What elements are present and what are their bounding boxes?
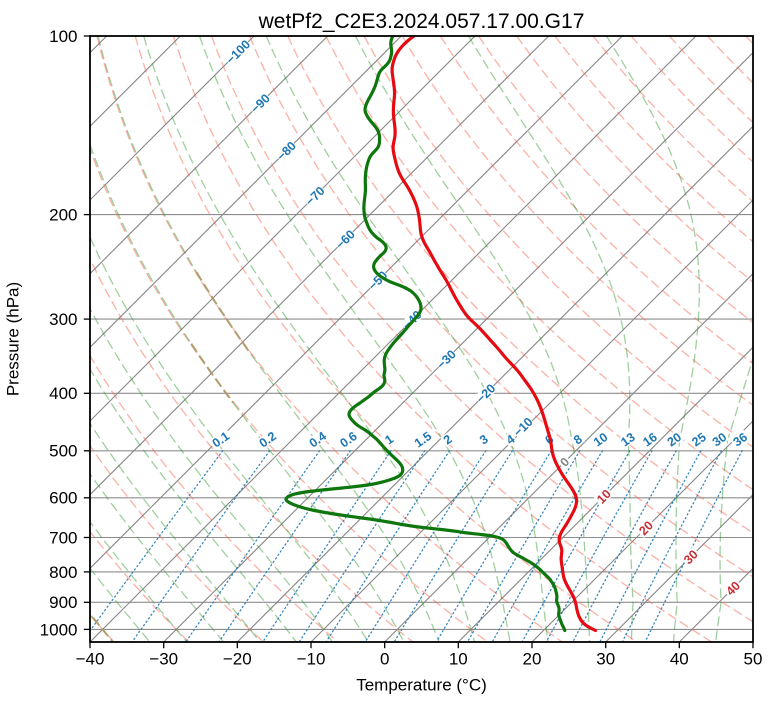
svg-text:−20: −20 (223, 650, 252, 669)
svg-text:900: 900 (49, 593, 77, 612)
svg-text:36: 36 (731, 430, 750, 449)
svg-text:Temperature (°C): Temperature (°C) (356, 676, 487, 695)
svg-text:10: 10 (449, 650, 468, 669)
svg-text:wetPf2_C2E3.2024.057.17.00.G17: wetPf2_C2E3.2024.057.17.00.G17 (258, 10, 585, 33)
svg-text:−30: −30 (149, 650, 178, 669)
svg-text:25: 25 (689, 430, 708, 449)
svg-text:16: 16 (640, 430, 659, 449)
svg-text:600: 600 (49, 489, 77, 508)
svg-text:30: 30 (596, 650, 615, 669)
svg-text:100: 100 (49, 27, 77, 46)
svg-text:200: 200 (49, 206, 77, 225)
svg-text:400: 400 (49, 384, 77, 403)
svg-text:20: 20 (523, 650, 542, 669)
svg-text:700: 700 (49, 528, 77, 547)
svg-text:30: 30 (710, 430, 729, 449)
svg-text:10: 10 (591, 430, 610, 449)
svg-text:40: 40 (670, 650, 689, 669)
svg-text:1000: 1000 (40, 620, 78, 639)
svg-text:50: 50 (744, 650, 763, 669)
svg-text:−10: −10 (297, 650, 326, 669)
svg-text:800: 800 (49, 563, 77, 582)
svg-text:Pressure (hPa): Pressure (hPa) (4, 282, 23, 396)
svg-text:300: 300 (49, 310, 77, 329)
svg-text:500: 500 (49, 442, 77, 461)
svg-text:0: 0 (380, 650, 389, 669)
svg-text:−40: −40 (76, 650, 105, 669)
svg-text:13: 13 (618, 430, 637, 449)
svg-text:20: 20 (665, 430, 684, 449)
